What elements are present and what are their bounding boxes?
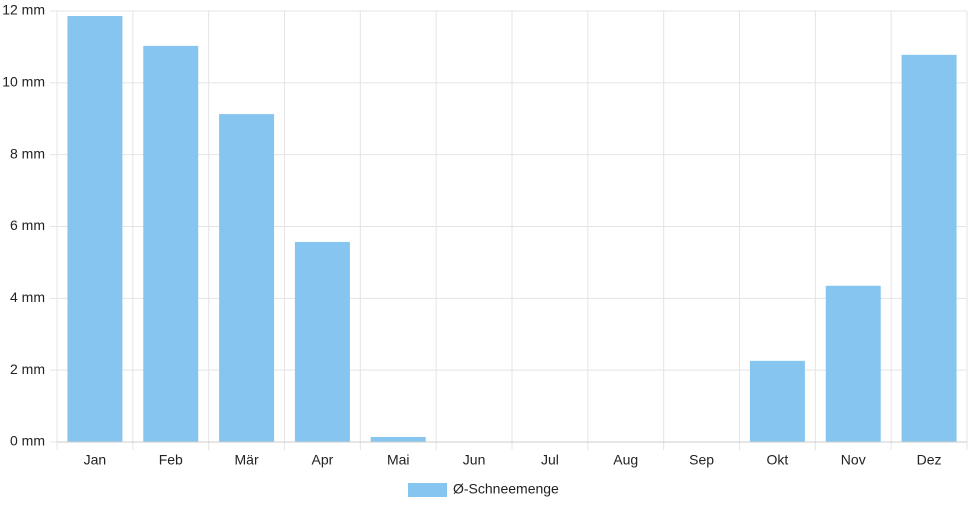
y-tick-label: 8 mm [10, 145, 45, 161]
x-tick-label: Jan [84, 452, 107, 468]
y-tick-label: 0 mm [10, 433, 45, 449]
bar [294, 241, 350, 442]
x-tick-label: Dez [917, 452, 942, 468]
y-tick-label: 4 mm [10, 289, 45, 305]
x-tick-label: Apr [312, 452, 334, 468]
bar [143, 45, 199, 442]
x-tick-label: Jun [463, 452, 486, 468]
x-tick-label: Aug [613, 452, 638, 468]
bar [219, 114, 275, 442]
legend-swatch [408, 483, 447, 497]
legend-label: Ø-Schneemenge [453, 481, 559, 497]
x-tick-label: Mai [387, 452, 410, 468]
y-tick-label: 10 mm [2, 74, 45, 90]
bar [749, 360, 805, 442]
x-tick-label: Nov [841, 452, 866, 468]
x-tick-label: Sep [689, 452, 714, 468]
x-tick-label: Feb [159, 452, 183, 468]
x-tick-label: Mär [235, 452, 259, 468]
y-tick-label: 12 mm [2, 2, 45, 18]
x-tick-label: Okt [767, 452, 789, 468]
bar [370, 436, 426, 442]
bar [67, 16, 123, 443]
y-tick-label: 6 mm [10, 217, 45, 233]
bar [825, 285, 881, 442]
y-tick-label: 2 mm [10, 361, 45, 377]
x-tick-label: Jul [541, 452, 559, 468]
bar [901, 54, 957, 443]
